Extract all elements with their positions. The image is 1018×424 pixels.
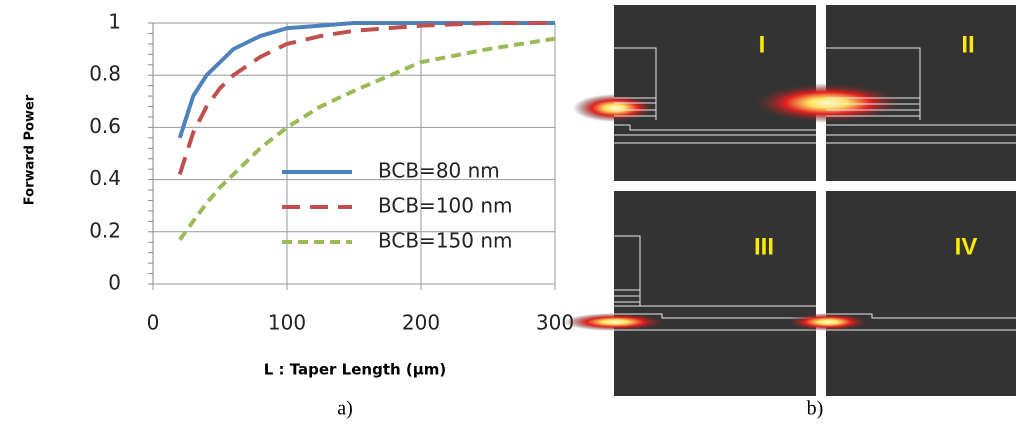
panel-iii bbox=[563, 191, 816, 396]
x-axis-label: L : Taper Length (µm) bbox=[264, 361, 447, 379]
y-tick-label: 1 bbox=[108, 10, 121, 34]
y-tick-label: 0.6 bbox=[89, 114, 121, 138]
legend-label: BCB=150 nm bbox=[378, 229, 513, 253]
y-tick-label: 0.4 bbox=[89, 166, 121, 190]
x-tick-label: 100 bbox=[268, 311, 306, 335]
series-line bbox=[180, 23, 555, 138]
legend-label: BCB=80 nm bbox=[378, 159, 500, 183]
y-tick-label: 0.8 bbox=[89, 62, 121, 86]
caption: a) bbox=[337, 398, 353, 420]
caption: b) bbox=[807, 398, 824, 420]
y-tick-label: 0.2 bbox=[89, 218, 121, 242]
legend-label: BCB=100 nm bbox=[378, 194, 513, 218]
panel-iv bbox=[786, 191, 1016, 396]
x-tick-label: 300 bbox=[536, 311, 574, 335]
x-tick-label: 0 bbox=[147, 311, 160, 335]
y-tick-label: 0 bbox=[108, 271, 121, 295]
panel-label: I bbox=[759, 31, 766, 58]
panel-label: II bbox=[961, 31, 974, 58]
figure: Forward Power L : Taper Length (µm) I II… bbox=[0, 0, 1018, 424]
panel-label: IV bbox=[955, 233, 978, 260]
x-tick-label: 200 bbox=[402, 311, 440, 335]
y-axis-label: Forward Power bbox=[23, 94, 38, 205]
panel-label: III bbox=[754, 233, 774, 260]
